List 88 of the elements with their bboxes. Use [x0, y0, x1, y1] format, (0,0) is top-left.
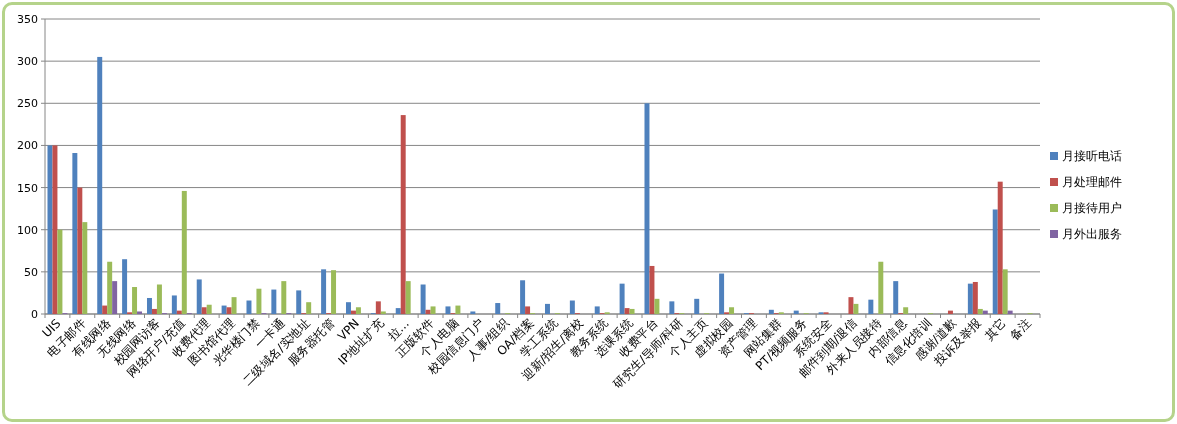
y-tick-label: 50 [24, 265, 38, 279]
bar [97, 56, 103, 314]
y-tick-label: 350 [17, 13, 38, 26]
bar [569, 300, 575, 314]
bar [525, 306, 531, 314]
bar [624, 308, 630, 314]
y-tick-label: 250 [17, 97, 38, 111]
bar [271, 289, 277, 314]
bar [455, 305, 461, 314]
legend-label: 月接待用户 [1062, 201, 1122, 215]
bar [719, 273, 725, 314]
bar [102, 305, 108, 314]
bar [977, 308, 983, 314]
bar [231, 297, 237, 314]
bar [1002, 269, 1008, 314]
bar [445, 306, 451, 314]
bar [122, 259, 128, 314]
bar [405, 281, 411, 314]
bar [146, 297, 152, 314]
bar [967, 283, 973, 314]
bar [768, 309, 774, 314]
bar [156, 284, 162, 314]
bar [649, 265, 655, 314]
bar [629, 308, 635, 314]
bar [669, 301, 675, 314]
bar [296, 290, 302, 314]
bar [345, 302, 351, 314]
bar [77, 187, 83, 314]
bar [495, 303, 501, 314]
bar [848, 297, 854, 314]
bar [321, 269, 327, 314]
bar [196, 279, 202, 314]
bar [520, 280, 526, 314]
bar [992, 209, 998, 314]
bar [619, 283, 625, 314]
bar [256, 288, 262, 314]
y-tick-label: 200 [17, 139, 38, 153]
x-tick-label: 其它 [981, 316, 1009, 344]
y-tick-label: 150 [17, 181, 38, 195]
bar [181, 190, 187, 314]
y-tick-label: 100 [17, 223, 38, 237]
bar [400, 115, 406, 314]
bar [972, 281, 978, 314]
bar [331, 270, 337, 314]
legend-label: 月接听电话 [1062, 149, 1122, 163]
bar [878, 261, 884, 314]
bar [57, 229, 63, 314]
bar [420, 284, 426, 314]
bar [375, 301, 381, 314]
bar [868, 299, 874, 314]
y-tick-label: 300 [17, 55, 38, 69]
bar [151, 308, 157, 314]
legend-label: 月外出服务 [1062, 227, 1122, 241]
bar [246, 300, 252, 314]
bar [112, 281, 118, 314]
bar [893, 281, 899, 314]
bar [694, 298, 700, 314]
bar [137, 311, 143, 314]
bar [107, 261, 113, 314]
bar [72, 153, 78, 314]
bar [132, 287, 138, 314]
x-tick-label: 备注 [1006, 316, 1034, 344]
bar [644, 103, 650, 314]
bar [430, 306, 436, 314]
bar [729, 307, 735, 314]
bar [47, 145, 53, 314]
bar [654, 298, 660, 314]
bar [82, 222, 88, 314]
bar [355, 307, 361, 314]
bar [997, 181, 1003, 314]
bar [171, 295, 177, 314]
bar [306, 302, 312, 314]
bar [221, 305, 227, 314]
legend-label: 月处理邮件 [1062, 175, 1122, 189]
bar [594, 306, 600, 314]
bar [281, 281, 287, 314]
bar [206, 304, 212, 314]
bar [470, 311, 476, 314]
y-tick-label: 0 [31, 308, 38, 321]
bar [544, 303, 550, 314]
bar [395, 308, 401, 314]
bar [853, 303, 859, 314]
bar [380, 311, 386, 314]
bar [201, 307, 207, 314]
bar [903, 307, 909, 314]
bar [425, 309, 431, 314]
bar [52, 145, 58, 314]
bar [226, 307, 232, 314]
